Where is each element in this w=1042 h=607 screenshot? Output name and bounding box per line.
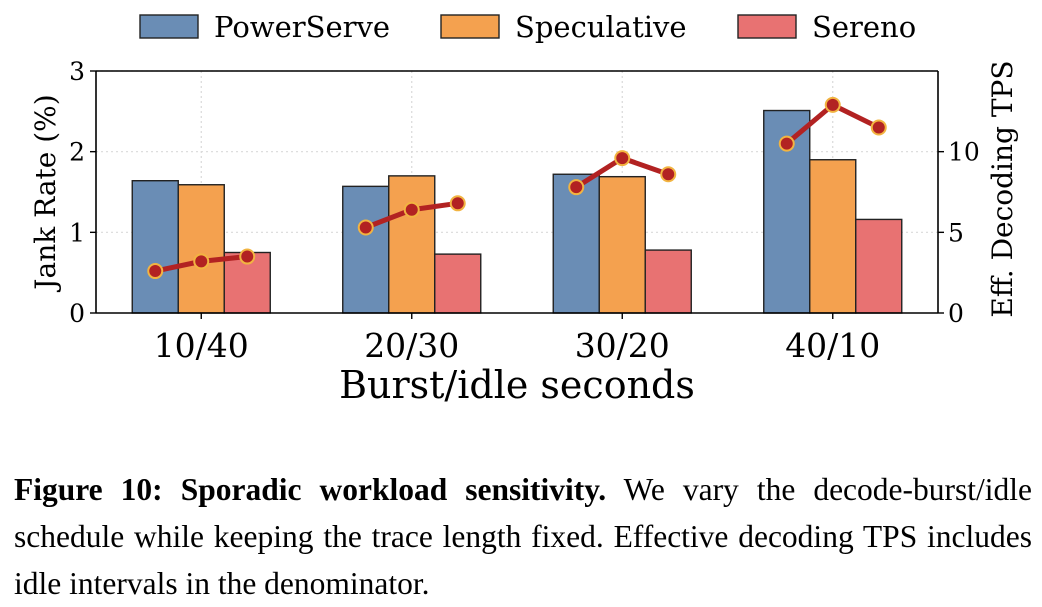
legend-swatch-speculative: [440, 14, 500, 39]
y-tick-label-3: 3: [69, 57, 85, 86]
x-tick-label-2: 30/20: [575, 326, 670, 365]
y-tick-label-1: 1: [69, 218, 85, 247]
chart: 0 1 2 3 0 5 10 10/40 20/30 30/20 40/10 Burst/idle s…: [29, 10, 1019, 407]
tps-point-2-0: [568, 179, 585, 196]
x-tick-label-0: 10/40: [154, 326, 249, 365]
bar-speculative-0: [177, 184, 225, 314]
tps-point-1-1: [403, 201, 420, 218]
x-axis-label: Burst/idle seconds: [339, 363, 695, 407]
bar-powerserve-1: [342, 185, 390, 314]
caption-text: We vary the decode-burst/idle schedule w…: [14, 472, 1032, 601]
y-tick-label-0: 0: [69, 299, 85, 328]
bar-powerserve-0: [131, 180, 179, 314]
caption-label: Figure 10:: [14, 472, 163, 507]
bar-sereno-1: [434, 253, 482, 314]
legend-label-speculative: Speculative: [515, 10, 687, 44]
legend-label-sereno: Sereno: [812, 10, 916, 44]
y2-axis-label: Eff. Decoding TPS: [986, 60, 1019, 317]
x-tick-label-3: 40/10: [785, 326, 880, 365]
legend-swatch-powerserve: [139, 14, 199, 39]
y2-tick-label-0: 0: [948, 299, 964, 328]
tps-point-3-1: [824, 96, 841, 113]
bar-powerserve-2: [552, 173, 600, 314]
bar-speculative-1: [388, 175, 436, 314]
legend-label-powerserve: PowerServe: [214, 10, 390, 44]
x-tick-label-1: 20/30: [364, 326, 459, 365]
tps-point-3-0: [778, 135, 795, 152]
tps-point-2-2: [660, 166, 677, 183]
figure-caption: Figure 10: Sporadic workload sensitivity…: [14, 466, 1032, 607]
y2-tick-label-2: 10: [948, 138, 980, 167]
tps-point-0-0: [147, 263, 164, 280]
tps-point-1-2: [449, 195, 466, 212]
tps-point-0-1: [193, 253, 210, 270]
tps-point-3-2: [870, 119, 887, 136]
bar-sereno-2: [644, 249, 692, 314]
y2-tick-label-1: 5: [948, 218, 964, 247]
bar-speculative-3: [809, 159, 857, 314]
y-axis-label: Jank Rate (%): [29, 94, 62, 292]
tps-point-0-2: [239, 248, 256, 265]
legend-swatch-sereno: [737, 14, 797, 39]
tps-point-2-1: [614, 150, 631, 167]
tps-point-1-0: [357, 219, 374, 236]
bar-speculative-2: [598, 175, 646, 314]
bar-sereno-3: [855, 218, 903, 314]
y-tick-label-2: 2: [69, 138, 85, 167]
caption-title: Sporadic workload sensitivity.: [180, 472, 607, 507]
